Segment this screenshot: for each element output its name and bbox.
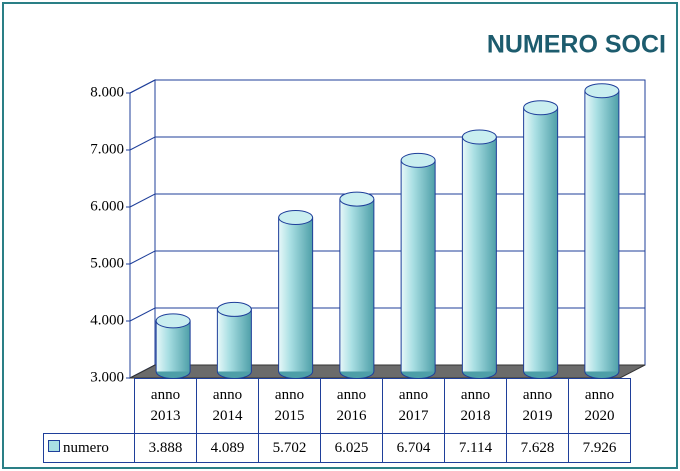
bar: [339, 199, 374, 372]
value-row: numero 3.888 4.089 5.702 6.025 6.704 7.114 7.62…: [43, 433, 631, 463]
cylinder-top: [400, 152, 436, 168]
cylinder-top: [278, 209, 314, 225]
cylinder-edge: [400, 160, 436, 372]
bar: [523, 107, 558, 372]
legend-swatch: [48, 439, 60, 452]
legend-label: numero: [63, 439, 109, 456]
y-tick-label: 8.000: [90, 84, 124, 100]
grid-line: [129, 250, 645, 265]
value-label: 7.926: [568, 433, 631, 463]
category-label: anno 2019: [506, 378, 569, 434]
value-label: 7.114: [444, 433, 507, 463]
value-label: 6.704: [382, 433, 445, 463]
data-table: anno 2013 anno 2014 anno 2015 anno 2016 anno…: [43, 378, 631, 463]
bar: [156, 320, 191, 372]
bar: [217, 309, 252, 372]
cylinder-edge: [523, 107, 559, 372]
value-label: 4.089: [196, 433, 259, 463]
category-label: anno 2017: [382, 378, 445, 434]
side-wall: [129, 79, 156, 379]
cylinder-top: [584, 83, 620, 99]
legend-cell: numero: [43, 433, 135, 463]
cylinder-edge: [278, 217, 314, 372]
cylinder-edge: [155, 320, 191, 372]
category-label: anno 2013: [134, 378, 197, 434]
bar: [401, 160, 436, 372]
chart-title: NUMERO SOCI: [487, 31, 666, 59]
bar: [278, 217, 313, 372]
cylinder-edge: [461, 137, 497, 372]
grid-line: [129, 79, 645, 94]
y-tick-label: 7.000: [90, 141, 124, 157]
cylinder-top: [339, 191, 375, 207]
bar: [584, 90, 619, 372]
blank-cell: [43, 378, 135, 434]
category-label: anno 2016: [320, 378, 383, 434]
category-label: anno 2015: [258, 378, 321, 434]
y-tick-label: 5.000: [90, 255, 124, 271]
y-tick-label: 4.000: [90, 312, 124, 328]
category-label: anno 2020: [568, 378, 631, 434]
cylinder-top: [216, 301, 252, 317]
category-label: anno 2018: [444, 378, 507, 434]
grid-line: [129, 193, 645, 208]
category-label: anno 2014: [196, 378, 259, 434]
cylinder-top: [523, 100, 559, 116]
cylinder-top: [461, 129, 497, 145]
cylinder-edge: [216, 309, 252, 372]
grid-line: [129, 136, 645, 151]
cylinder-edge: [584, 90, 620, 372]
cylinder-top: [155, 313, 191, 329]
bar: [462, 137, 497, 372]
category-row: anno 2013 anno 2014 anno 2015 anno 2016 anno…: [43, 378, 631, 434]
floor: [129, 364, 646, 379]
value-label: 5.702: [258, 433, 321, 463]
value-label: 6.025: [320, 433, 383, 463]
grid-line: [129, 307, 645, 322]
y-tick-label: 6.000: [90, 198, 124, 214]
cylinder-edge: [339, 199, 375, 372]
value-label: 3.888: [134, 433, 197, 463]
value-label: 7.628: [506, 433, 569, 463]
